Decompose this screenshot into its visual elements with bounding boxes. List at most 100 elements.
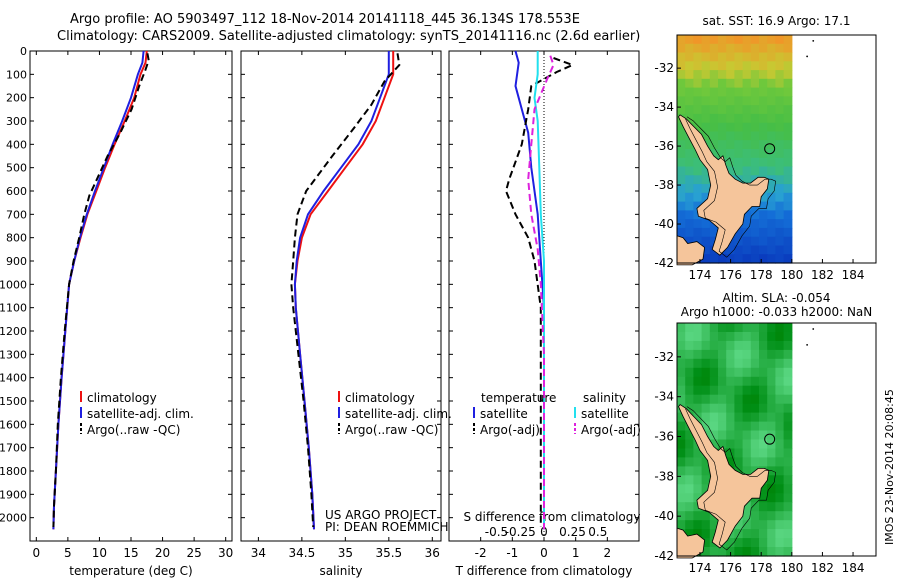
map-x-tick-label: 178 xyxy=(750,268,773,282)
map-field-cell xyxy=(693,201,703,211)
map-field-cell xyxy=(709,332,719,342)
map-field-cell xyxy=(734,131,744,141)
map-field-cell xyxy=(677,78,686,89)
map-field-cell xyxy=(734,340,744,351)
argo-float-marker xyxy=(764,433,776,445)
map-field-cell xyxy=(693,236,703,247)
map-field-cell xyxy=(783,493,793,503)
map-field-cell xyxy=(693,61,703,71)
map-field-cell xyxy=(759,35,768,45)
map-field-cell xyxy=(734,412,744,423)
map-field-cell xyxy=(767,122,776,133)
map-field-cell xyxy=(775,70,785,80)
map-field-cell xyxy=(783,70,793,80)
map-field-cell xyxy=(734,421,744,432)
map-field-cell xyxy=(685,340,694,351)
map-field-cell xyxy=(734,113,744,124)
map-field-cell xyxy=(775,385,785,396)
map-field-cell xyxy=(783,210,793,220)
x-tick-label: 20 xyxy=(155,546,170,560)
map-field-cell xyxy=(783,184,793,194)
map-field-cell xyxy=(718,332,727,342)
map-field-cell xyxy=(693,219,703,229)
map-field-cell xyxy=(759,236,768,247)
map-field-cell xyxy=(726,52,735,62)
map-field-cell xyxy=(767,511,776,521)
map-field-cell xyxy=(685,367,694,378)
y-tick-label: 1500 xyxy=(0,395,27,408)
map-field-cell xyxy=(783,236,793,247)
map-field-cell xyxy=(742,412,752,423)
map-field-cell xyxy=(750,340,760,351)
map-field-cell xyxy=(709,439,719,450)
map-field-cell xyxy=(750,61,760,71)
map-field-cell xyxy=(759,245,768,255)
map-field-cell xyxy=(726,70,735,80)
map-field-cell xyxy=(693,184,703,194)
map-field-cell xyxy=(783,421,793,432)
x-tick-label: 36 xyxy=(425,546,440,560)
map-field-cell xyxy=(775,403,785,414)
map-field-cell xyxy=(709,43,719,54)
map-field-cell xyxy=(701,245,711,255)
map-field-cell xyxy=(734,122,744,133)
map-field-cell xyxy=(775,466,785,476)
map-field-cell xyxy=(775,149,785,159)
map-field-cell xyxy=(701,78,711,89)
map-field-cell xyxy=(685,105,694,115)
map-field-cell xyxy=(718,340,727,351)
map-field-cell xyxy=(775,511,785,521)
top-x-tick-label: 0.5 xyxy=(588,525,607,539)
map-field-cell xyxy=(759,457,768,467)
map-x-tick-label: 182 xyxy=(811,561,834,575)
map-field-cell xyxy=(685,332,694,342)
map-field-cell xyxy=(726,376,735,387)
map-field-cell xyxy=(759,529,768,539)
map-field-cell xyxy=(767,394,776,405)
y-tick-label: 700 xyxy=(6,208,27,221)
map-field-cell xyxy=(742,43,752,54)
sla-map-title: Altim. SLA: -0.054 xyxy=(722,291,830,305)
map-field-cell xyxy=(685,457,694,467)
map-field-cell xyxy=(775,340,785,351)
map-field-cell xyxy=(750,439,760,450)
map-field-cell xyxy=(685,43,694,54)
map-y-tick-label: -34 xyxy=(654,100,674,114)
map-field-cell xyxy=(734,254,744,264)
map-field-cell xyxy=(775,122,785,133)
plot-frame xyxy=(29,50,233,542)
map-field-cell xyxy=(759,227,768,238)
map-field-cell xyxy=(783,227,793,238)
map-field-cell xyxy=(750,511,760,521)
map-x-tick-label: 180 xyxy=(780,268,803,282)
island-dot xyxy=(812,328,815,330)
map-field-cell xyxy=(775,323,785,333)
map-field-cell xyxy=(685,96,694,106)
map-field-cell xyxy=(742,254,752,264)
legend-t-satellite-label: satellite xyxy=(480,407,528,421)
map-field-cell xyxy=(701,457,711,467)
map-field-cell xyxy=(726,78,735,89)
map-field-cell xyxy=(759,430,768,441)
map-field-cell xyxy=(718,35,727,45)
map-field-cell xyxy=(693,403,703,414)
map-field-cell xyxy=(709,520,719,530)
map-field-cell xyxy=(767,502,776,512)
map-field-cell xyxy=(709,340,719,351)
map-field-cell xyxy=(767,323,776,333)
map-field-cell xyxy=(783,166,793,176)
map-field-cell xyxy=(718,349,727,360)
map-field-cell xyxy=(709,140,719,150)
map-field-cell xyxy=(709,385,719,396)
map-field-cell xyxy=(734,140,744,150)
map-field-cell xyxy=(767,236,776,247)
map-field-cell xyxy=(759,140,768,150)
x-tick-label: 2 xyxy=(604,546,612,560)
map-field-cell xyxy=(750,421,760,432)
map-field-cell xyxy=(726,547,735,557)
map-field-cell xyxy=(701,166,711,176)
map-field-cell xyxy=(742,70,752,80)
map-field-cell xyxy=(726,340,735,351)
x-tick-label: 0 xyxy=(540,546,548,560)
map-field-cell xyxy=(685,35,694,45)
